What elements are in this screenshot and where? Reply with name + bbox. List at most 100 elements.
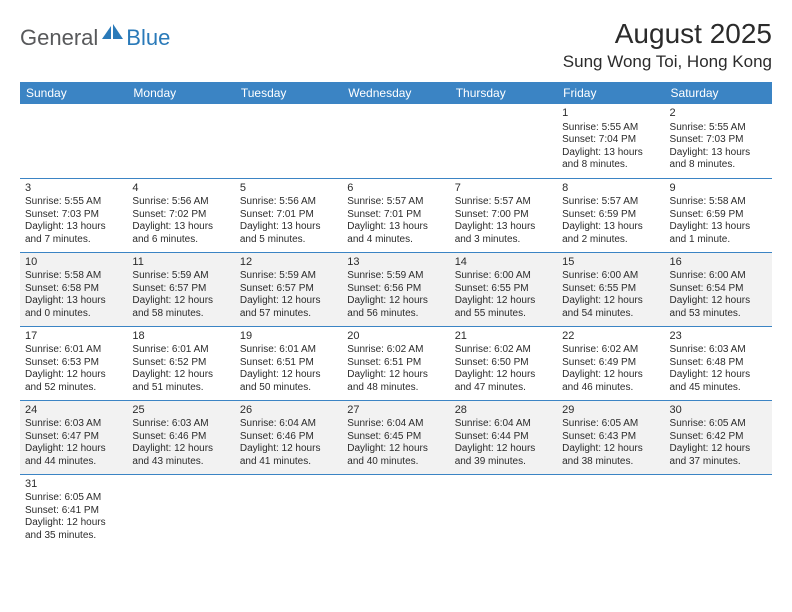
day-number: 29 [562,404,659,418]
day-dl1: Daylight: 13 hours [670,221,767,234]
day-number: 11 [132,256,229,270]
calendar-day-cell: 4Sunrise: 5:56 AMSunset: 7:02 PMDaylight… [127,178,234,252]
day-dl2: and 35 minutes. [25,530,122,543]
calendar-week-row: 24Sunrise: 6:03 AMSunset: 6:47 PMDayligh… [20,400,772,474]
day-dl1: Daylight: 12 hours [562,295,659,308]
day-dl1: Daylight: 13 hours [347,221,444,234]
calendar-blank-cell [127,474,234,548]
calendar-day-cell: 5Sunrise: 5:56 AMSunset: 7:01 PMDaylight… [235,178,342,252]
day-ss: Sunset: 7:02 PM [132,209,229,222]
day-dl2: and 3 minutes. [455,234,552,247]
calendar-day-cell: 23Sunrise: 6:03 AMSunset: 6:48 PMDayligh… [665,326,772,400]
calendar-day-cell: 19Sunrise: 6:01 AMSunset: 6:51 PMDayligh… [235,326,342,400]
day-sr: Sunrise: 5:55 AM [25,196,122,209]
day-dl1: Daylight: 12 hours [347,369,444,382]
title-block: August 2025 Sung Wong Toi, Hong Kong [563,18,772,72]
day-number: 3 [25,182,122,196]
day-number: 24 [25,404,122,418]
logo-sail-icon [102,24,124,45]
day-ss: Sunset: 6:55 PM [455,283,552,296]
weekday-header: Saturday [665,82,772,104]
header-block: General Blue August 2025 Sung Wong Toi, … [20,18,772,72]
day-dl1: Daylight: 13 hours [132,221,229,234]
day-number: 18 [132,330,229,344]
day-sr: Sunrise: 6:04 AM [347,418,444,431]
calendar-day-cell: 6Sunrise: 5:57 AMSunset: 7:01 PMDaylight… [342,178,449,252]
day-number: 19 [240,330,337,344]
day-dl1: Daylight: 12 hours [670,369,767,382]
logo-text-general: General [20,25,98,51]
day-dl1: Daylight: 12 hours [670,295,767,308]
day-ss: Sunset: 6:54 PM [670,283,767,296]
month-title: August 2025 [563,18,772,50]
calendar-blank-cell [342,474,449,548]
calendar-day-cell: 7Sunrise: 5:57 AMSunset: 7:00 PMDaylight… [450,178,557,252]
day-ss: Sunset: 6:59 PM [562,209,659,222]
weekday-header: Thursday [450,82,557,104]
day-ss: Sunset: 6:46 PM [240,431,337,444]
day-number: 14 [455,256,552,270]
day-ss: Sunset: 6:59 PM [670,209,767,222]
day-dl1: Daylight: 12 hours [132,443,229,456]
calendar-blank-cell [235,104,342,178]
day-dl2: and 8 minutes. [562,159,659,172]
weekday-header: Tuesday [235,82,342,104]
day-dl1: Daylight: 12 hours [455,443,552,456]
day-sr: Sunrise: 6:03 AM [670,344,767,357]
day-ss: Sunset: 7:00 PM [455,209,552,222]
day-dl1: Daylight: 12 hours [347,295,444,308]
day-number: 31 [25,478,122,492]
day-sr: Sunrise: 6:02 AM [347,344,444,357]
day-dl2: and 52 minutes. [25,382,122,395]
day-sr: Sunrise: 6:00 AM [455,270,552,283]
day-dl2: and 0 minutes. [25,308,122,321]
day-number: 27 [347,404,444,418]
day-sr: Sunrise: 6:03 AM [132,418,229,431]
day-sr: Sunrise: 6:01 AM [132,344,229,357]
calendar-week-row: 1Sunrise: 5:55 AMSunset: 7:04 PMDaylight… [20,104,772,178]
day-dl2: and 55 minutes. [455,308,552,321]
calendar-blank-cell [557,474,664,548]
calendar-day-cell: 1Sunrise: 5:55 AMSunset: 7:04 PMDaylight… [557,104,664,178]
day-sr: Sunrise: 5:56 AM [132,196,229,209]
day-dl2: and 44 minutes. [25,456,122,469]
day-dl1: Daylight: 13 hours [25,221,122,234]
calendar-blank-cell [665,474,772,548]
day-ss: Sunset: 6:42 PM [670,431,767,444]
day-dl2: and 48 minutes. [347,382,444,395]
day-sr: Sunrise: 6:05 AM [25,492,122,505]
day-number: 4 [132,182,229,196]
day-dl2: and 53 minutes. [670,308,767,321]
day-dl1: Daylight: 13 hours [670,147,767,160]
day-dl1: Daylight: 12 hours [455,295,552,308]
day-sr: Sunrise: 6:01 AM [240,344,337,357]
calendar-week-row: 10Sunrise: 5:58 AMSunset: 6:58 PMDayligh… [20,252,772,326]
day-ss: Sunset: 7:01 PM [347,209,444,222]
calendar-week-row: 3Sunrise: 5:55 AMSunset: 7:03 PMDaylight… [20,178,772,252]
calendar-day-cell: 17Sunrise: 6:01 AMSunset: 6:53 PMDayligh… [20,326,127,400]
day-number: 25 [132,404,229,418]
day-ss: Sunset: 6:57 PM [132,283,229,296]
calendar-blank-cell [235,474,342,548]
day-dl1: Daylight: 13 hours [455,221,552,234]
day-ss: Sunset: 6:43 PM [562,431,659,444]
day-number: 26 [240,404,337,418]
day-ss: Sunset: 6:52 PM [132,357,229,370]
day-dl1: Daylight: 13 hours [240,221,337,234]
day-number: 12 [240,256,337,270]
day-dl1: Daylight: 13 hours [25,295,122,308]
day-number: 16 [670,256,767,270]
calendar-day-cell: 3Sunrise: 5:55 AMSunset: 7:03 PMDaylight… [20,178,127,252]
day-ss: Sunset: 6:53 PM [25,357,122,370]
calendar-day-cell: 29Sunrise: 6:05 AMSunset: 6:43 PMDayligh… [557,400,664,474]
day-number: 6 [347,182,444,196]
day-dl2: and 54 minutes. [562,308,659,321]
day-dl2: and 43 minutes. [132,456,229,469]
day-dl2: and 51 minutes. [132,382,229,395]
calendar-day-cell: 31Sunrise: 6:05 AMSunset: 6:41 PMDayligh… [20,474,127,548]
day-dl1: Daylight: 12 hours [25,369,122,382]
day-number: 10 [25,256,122,270]
day-dl1: Daylight: 12 hours [240,295,337,308]
day-sr: Sunrise: 5:59 AM [347,270,444,283]
day-sr: Sunrise: 6:04 AM [240,418,337,431]
